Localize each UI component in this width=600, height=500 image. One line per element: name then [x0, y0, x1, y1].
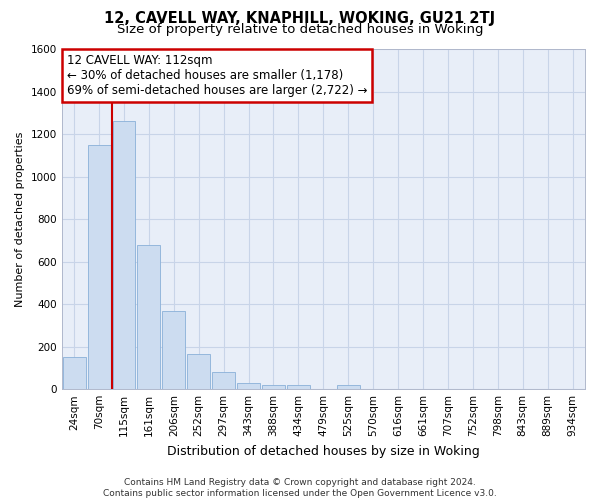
Bar	[262, 385, 285, 389]
Bar	[113, 122, 136, 389]
Bar	[187, 354, 210, 389]
Bar	[212, 372, 235, 389]
Bar	[237, 383, 260, 389]
Text: 12 CAVELL WAY: 112sqm
← 30% of detached houses are smaller (1,178)
69% of semi-d: 12 CAVELL WAY: 112sqm ← 30% of detached …	[67, 54, 367, 97]
Text: Contains HM Land Registry data © Crown copyright and database right 2024.
Contai: Contains HM Land Registry data © Crown c…	[103, 478, 497, 498]
Text: Size of property relative to detached houses in Woking: Size of property relative to detached ho…	[117, 22, 483, 36]
Bar	[163, 310, 185, 389]
Y-axis label: Number of detached properties: Number of detached properties	[15, 132, 25, 307]
Bar	[337, 385, 360, 389]
Bar	[137, 244, 160, 389]
Bar	[88, 144, 110, 389]
X-axis label: Distribution of detached houses by size in Woking: Distribution of detached houses by size …	[167, 444, 480, 458]
Text: 12, CAVELL WAY, KNAPHILL, WOKING, GU21 2TJ: 12, CAVELL WAY, KNAPHILL, WOKING, GU21 2…	[104, 11, 496, 26]
Bar	[287, 385, 310, 389]
Bar	[62, 358, 86, 389]
